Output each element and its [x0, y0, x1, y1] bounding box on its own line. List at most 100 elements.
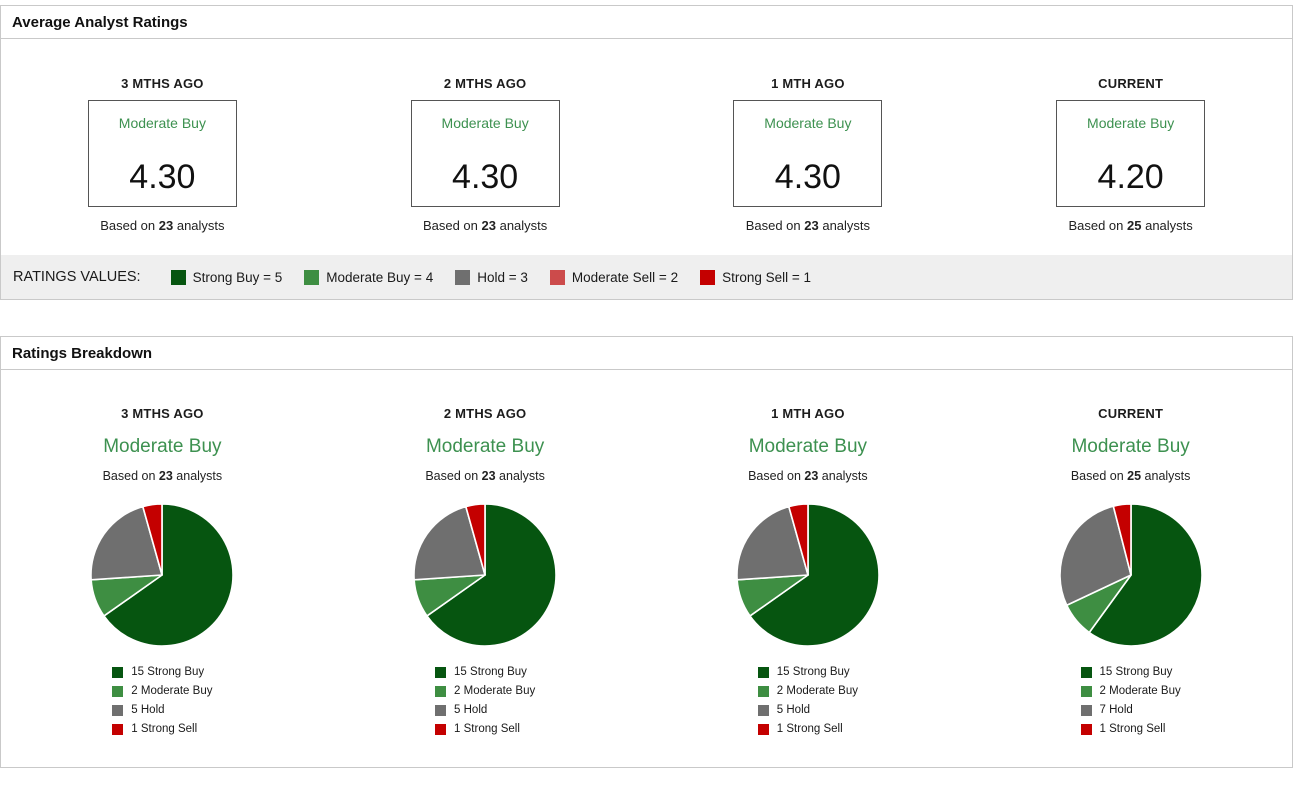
period-label: CURRENT	[1098, 76, 1164, 91]
analyst-count: 23	[481, 218, 496, 233]
pie-legend-item: 15 Strong Buy	[757, 663, 858, 682]
consensus-rating-label: Moderate Buy	[1071, 436, 1190, 457]
based-on-prefix: Based on	[1070, 469, 1124, 483]
legend-label: Strong Buy = 5	[192, 269, 283, 285]
pie-legend-item: 1 Strong Sell	[1080, 720, 1181, 739]
legend-swatch	[1080, 686, 1092, 697]
pie-legend-item: 7 Hold	[1080, 701, 1181, 720]
based-on-text: Based on 23 analysts	[746, 218, 870, 233]
panel-title: Ratings Breakdown	[1, 337, 1292, 370]
legend-swatch	[757, 705, 769, 716]
pie-chart	[1057, 501, 1205, 649]
analyst-count: 23	[481, 469, 496, 483]
based-on-text: Based on 25 analysts	[1071, 469, 1191, 483]
rating-column-1mth: 1 MTH AGO Moderate Buy 4.30 Based on 23 …	[647, 76, 970, 233]
legend-swatch	[1080, 705, 1092, 716]
average-ratings-row: 3 MTHS AGO Moderate Buy 4.30 Based on 23…	[1, 39, 1292, 255]
period-label: 3 MTHS AGO	[121, 76, 204, 91]
based-on-text: Based on 23 analysts	[100, 218, 224, 233]
legend-item-hold: Hold = 3	[455, 269, 528, 285]
legend-swatch	[757, 724, 769, 735]
based-on-suffix: analysts	[1145, 218, 1193, 233]
period-label: 3 MTHS AGO	[121, 406, 204, 421]
legend-label: 2 Moderate Buy	[454, 685, 536, 697]
pie-legend-item: 2 Moderate Buy	[112, 682, 212, 701]
analyst-count: 23	[804, 218, 819, 233]
hold-swatch	[455, 269, 471, 285]
pie-legend-item: 1 Strong Sell	[757, 720, 858, 739]
based-on-text: Based on 23 analysts	[748, 469, 868, 483]
pie-chart	[411, 501, 559, 649]
legend-label: 15 Strong Buy	[776, 666, 850, 678]
legend-swatch	[112, 686, 124, 697]
legend-swatch	[112, 667, 124, 678]
breakdown-column-1mth: 1 MTH AGO Moderate Buy Based on 23 analy…	[647, 406, 970, 739]
based-on-suffix: analysts	[1144, 469, 1191, 483]
rating-box: Moderate Buy 4.20	[1056, 100, 1206, 207]
legend-label: 15 Strong Buy	[454, 666, 527, 678]
strong-buy-swatch	[170, 269, 186, 285]
based-on-prefix: Based on	[745, 218, 801, 233]
ratings-values-label: RATINGS VALUES:	[13, 269, 141, 285]
moderate-buy-swatch	[304, 269, 320, 285]
period-label: CURRENT	[1098, 406, 1164, 421]
pie-legend-item: 2 Moderate Buy	[1080, 682, 1181, 701]
pie-legend-item: 1 Strong Sell	[435, 720, 535, 739]
legend-label: 15 Strong Buy	[1099, 666, 1173, 678]
period-label: 2 MTHS AGO	[443, 406, 527, 421]
rating-box: Moderate Buy 4.30	[87, 100, 237, 207]
based-on-suffix: analysts	[821, 469, 868, 483]
legend-label: Strong Sell = 1	[722, 269, 812, 285]
legend-label: 1 Strong Sell	[1099, 723, 1166, 735]
moderate-sell-swatch	[549, 269, 565, 285]
legend-swatch	[757, 686, 769, 697]
legend-swatch	[435, 667, 447, 678]
legend-swatch	[1080, 667, 1092, 678]
average-analyst-ratings-panel: Average Analyst Ratings 3 MTHS AGO Moder…	[0, 5, 1293, 300]
pie-legend-item: 2 Moderate Buy	[435, 682, 535, 701]
legend-label: 5 Hold	[454, 704, 488, 716]
ratings-breakdown-row: 3 MTHS AGO Moderate Buy Based on 23 anal…	[1, 370, 1292, 767]
pie-legend: 15 Strong Buy 2 Moderate Buy 5 Hold 1 Stron…	[757, 663, 858, 739]
pie-chart	[88, 501, 236, 649]
based-on-prefix: Based on	[425, 469, 479, 483]
consensus-rating-label: Moderate Buy	[764, 115, 852, 131]
panel-title: Average Analyst Ratings	[1, 6, 1292, 39]
legend-swatch	[435, 686, 447, 697]
breakdown-column-2mths: 2 MTHS AGO Moderate Buy Based on 23 anal…	[324, 406, 647, 739]
pie-legend-item: 15 Strong Buy	[1080, 663, 1181, 682]
based-on-prefix: Based on	[102, 469, 156, 483]
based-on-prefix: Based on	[1068, 218, 1124, 233]
pie-chart	[734, 501, 882, 649]
based-on-suffix: analysts	[176, 218, 225, 233]
legend-swatch	[435, 724, 447, 735]
legend-label: Hold = 3	[477, 269, 528, 285]
legend-label: Moderate Buy = 4	[326, 269, 434, 285]
pie-legend-item: 15 Strong Buy	[435, 663, 535, 682]
rating-column-2mths: 2 MTHS AGO Moderate Buy 4.30 Based on 23…	[324, 76, 647, 233]
pie-legend-item: 15 Strong Buy	[112, 663, 212, 682]
pie-legend: 15 Strong Buy 2 Moderate Buy 7 Hold 1 Stron…	[1080, 663, 1181, 739]
consensus-rating-label: Moderate Buy	[441, 115, 529, 131]
consensus-rating-label: Moderate Buy	[748, 436, 868, 457]
ratings-breakdown-panel: Ratings Breakdown 3 MTHS AGO Moderate Bu…	[0, 336, 1293, 768]
period-label: 1 MTH AGO	[771, 406, 845, 421]
legend-swatch	[112, 705, 124, 716]
based-on-text: Based on 23 analysts	[103, 469, 223, 483]
based-on-suffix: analysts	[822, 218, 871, 233]
rating-box: Moderate Buy 4.30	[410, 100, 560, 207]
based-on-text: Based on 23 analysts	[423, 218, 547, 233]
based-on-prefix: Based on	[100, 218, 156, 233]
legend-item-moderate-buy: Moderate Buy = 4	[304, 269, 434, 285]
period-label: 1 MTH AGO	[771, 76, 845, 91]
legend-swatch	[435, 705, 447, 716]
analyst-count: 25	[1127, 469, 1142, 483]
based-on-prefix: Based on	[748, 469, 801, 483]
period-label: 2 MTHS AGO	[443, 76, 527, 91]
legend-label: 2 Moderate Buy	[131, 685, 213, 697]
legend-label: 1 Strong Sell	[454, 723, 520, 735]
legend-label: Moderate Sell = 2	[571, 269, 679, 285]
legend-label: 7 Hold	[1099, 704, 1133, 716]
pie-legend-item: 2 Moderate Buy	[757, 682, 858, 701]
strong-sell-swatch	[700, 269, 716, 285]
